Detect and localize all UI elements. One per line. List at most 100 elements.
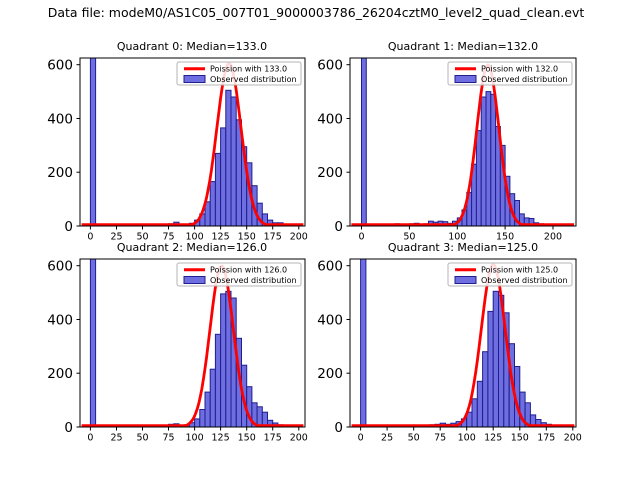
- histogram-bar: [482, 351, 489, 428]
- y-tick-label: 400: [317, 111, 343, 127]
- subplot-quadrant-2: 0 25 50 75 100 125 150 175 200 0 200 400 600 Poission…: [47, 258, 308, 444]
- subplot-quadrant-1: 0 50 100 150 200 0 200 400 600 Poission with 132.…: [317, 57, 577, 243]
- zero-count-bar: [89, 258, 97, 428]
- legend-patch-sample: [454, 75, 477, 83]
- histogram-bar: [209, 368, 216, 428]
- legend-label-poisson: Poission with 133.0: [210, 65, 287, 74]
- histogram-bar: [492, 290, 500, 428]
- poisson-curve: [81, 62, 304, 226]
- x-tick-label: 200: [544, 232, 562, 243]
- x-tick-label: 175: [264, 232, 282, 243]
- legend-label-observed: Observed distribution: [481, 75, 568, 84]
- axes-frame: [79, 258, 306, 428]
- zero-count-bar: [360, 258, 367, 428]
- y-tick-label: 400: [47, 111, 73, 127]
- x-tick-label: 100: [186, 433, 204, 444]
- subplot-title-quadrant-1: Quadrant 1: Median=132.0: [387, 40, 539, 53]
- x-tick-label: 25: [381, 433, 393, 444]
- histogram-bar: [214, 333, 222, 428]
- x-tick-label: 25: [110, 232, 122, 243]
- histogram-bar: [230, 96, 237, 227]
- histogram-bar: [490, 93, 497, 227]
- x-tick-label: 200: [290, 433, 308, 444]
- zero-count-bar: [89, 57, 97, 227]
- x-tick-label: 125: [212, 433, 230, 444]
- legend-box: [176, 61, 302, 86]
- legend-box: [176, 262, 302, 287]
- histogram-bar: [220, 293, 227, 428]
- axes-frame: [349, 57, 577, 227]
- x-tick-label: 175: [264, 433, 282, 444]
- poisson-curve: [81, 264, 304, 427]
- x-tick-label: 200: [290, 232, 308, 243]
- x-tick-label: 150: [238, 232, 256, 243]
- y-tick-label: 200: [317, 366, 343, 382]
- x-tick-label: 50: [403, 232, 415, 243]
- poisson-curve: [351, 263, 575, 427]
- y-tick-label: 600: [317, 58, 343, 74]
- y-tick-label: 0: [64, 420, 73, 436]
- legend-label-observed: Observed distribution: [210, 276, 297, 285]
- x-tick-label: 100: [186, 232, 204, 243]
- y-tick-label: 600: [47, 259, 73, 275]
- y-tick-label: 200: [47, 366, 73, 382]
- histogram-bar: [487, 310, 494, 428]
- x-tick-label: 175: [537, 433, 555, 444]
- histogram-bar: [471, 398, 478, 428]
- subplot-quadrant-3: 0 25 50 75 100 125 150 175 200 0 200 400 600 Poission…: [317, 258, 582, 444]
- histogram-bar: [220, 127, 227, 227]
- x-tick-label: 0: [358, 232, 364, 243]
- y-tick-label: 0: [334, 420, 343, 436]
- y-tick-label: 600: [47, 58, 73, 74]
- subplot-title-quadrant-0: Quadrant 0: Median=133.0: [116, 40, 268, 53]
- legend-box: [447, 61, 573, 86]
- histogram-bar: [480, 96, 487, 227]
- legend-box: [447, 262, 573, 287]
- axes-frame: [349, 258, 577, 428]
- x-tick-label: 150: [511, 433, 529, 444]
- axes-frame: [79, 57, 306, 227]
- x-tick-label: 75: [162, 232, 174, 243]
- x-tick-label: 50: [136, 232, 148, 243]
- histogram-bar: [475, 130, 482, 227]
- y-tick-label: 400: [47, 312, 73, 328]
- x-tick-label: 75: [162, 433, 174, 444]
- zero-count-bar: [361, 57, 367, 227]
- x-tick-label: 200: [564, 433, 582, 444]
- histogram-bar: [194, 418, 201, 428]
- histogram-bar: [204, 391, 211, 428]
- histogram-bar: [209, 181, 216, 227]
- y-tick-label: 400: [317, 312, 343, 328]
- y-tick-label: 200: [47, 165, 73, 181]
- figure-title: Data file: modeM0/AS1C05_007T01_90000037…: [47, 5, 585, 20]
- x-tick-label: 0: [87, 232, 93, 243]
- x-tick-label: 150: [238, 433, 256, 444]
- y-tick-label: 600: [317, 259, 343, 275]
- x-tick-label: 0: [87, 433, 93, 444]
- legend-label-poisson: Poission with 125.0: [481, 266, 558, 275]
- y-tick-label: 0: [334, 219, 343, 235]
- subplot-quadrant-0: 0 25 50 75 100 125 150 175 200 0 200 400 600 Poission…: [47, 57, 308, 243]
- subplot-title-quadrant-2: Quadrant 2: Median=126.0: [116, 241, 268, 254]
- subplot-title-quadrant-3: Quadrant 3: Median=125.0: [387, 241, 539, 254]
- y-tick-label: 200: [317, 165, 343, 181]
- x-tick-label: 100: [458, 433, 476, 444]
- x-tick-label: 50: [136, 433, 148, 444]
- histogram-bar: [225, 89, 232, 227]
- legend-patch-sample: [454, 276, 477, 284]
- histogram-bar: [485, 91, 492, 227]
- poisson-curve: [351, 63, 575, 226]
- legend-label-poisson: Poission with 132.0: [481, 65, 558, 74]
- legend-patch-sample: [183, 75, 206, 83]
- histogram-bars: [89, 57, 294, 227]
- x-tick-label: 25: [110, 433, 122, 444]
- histogram-bar: [476, 380, 484, 428]
- legend-label-poisson: Poission with 126.0: [210, 266, 287, 275]
- x-tick-label: 75: [434, 433, 446, 444]
- histogram-bar: [199, 409, 206, 428]
- y-tick-label: 0: [64, 219, 73, 235]
- x-tick-label: 125: [212, 232, 230, 243]
- x-tick-label: 0: [358, 433, 364, 444]
